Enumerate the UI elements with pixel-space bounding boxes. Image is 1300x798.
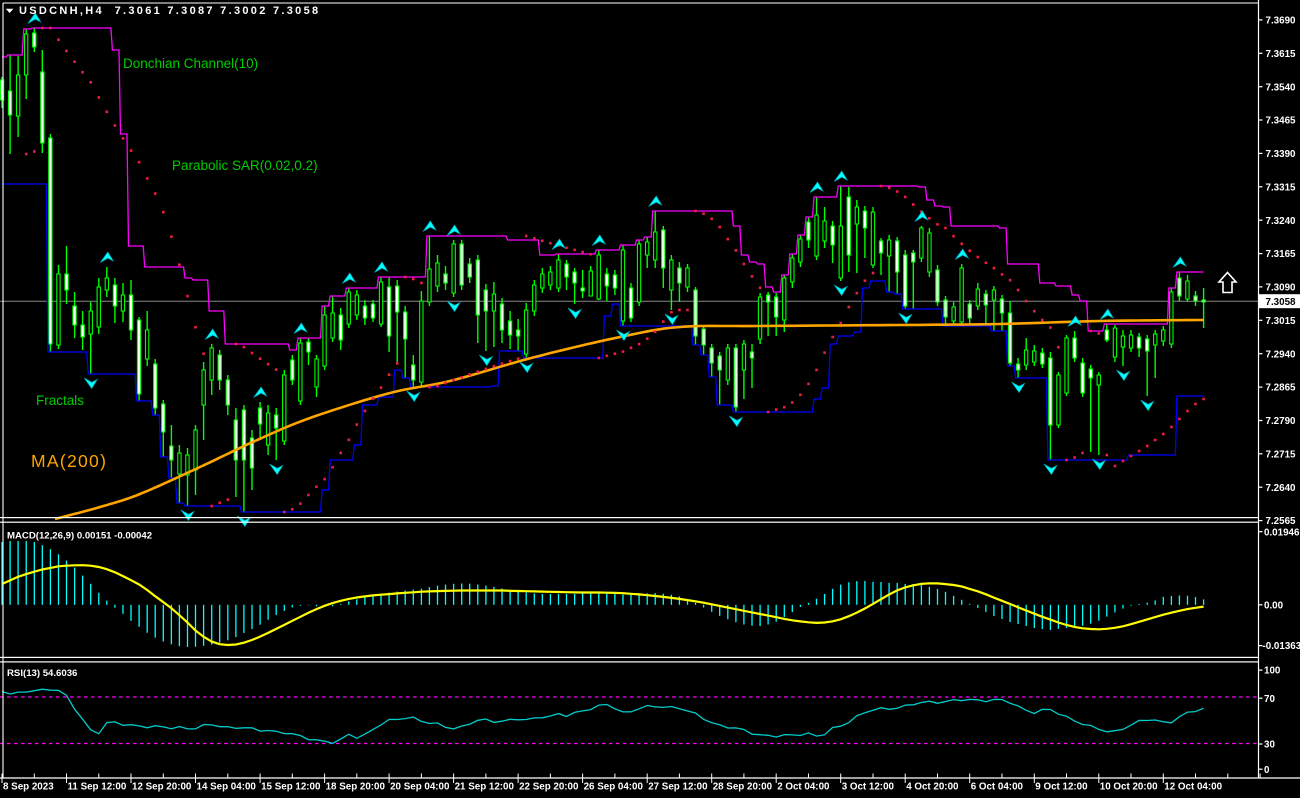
svg-text:7.3690: 7.3690 bbox=[1266, 16, 1297, 27]
svg-text:7.3465: 7.3465 bbox=[1266, 116, 1297, 127]
svg-text:Parabolic SAR(0.02,0.2): Parabolic SAR(0.02,0.2) bbox=[172, 158, 318, 173]
svg-text:28 Sep 20:00: 28 Sep 20:00 bbox=[713, 782, 773, 793]
svg-text:22 Sep 20:00: 22 Sep 20:00 bbox=[519, 782, 579, 793]
svg-text:Donchian Channel(10): Donchian Channel(10) bbox=[123, 56, 258, 71]
svg-text:12 Sep 20:00: 12 Sep 20:00 bbox=[132, 782, 192, 793]
svg-text:20 Sep 04:00: 20 Sep 04:00 bbox=[390, 782, 450, 793]
svg-text:7.2565: 7.2565 bbox=[1266, 516, 1297, 527]
svg-text:USDCNH,H4 7.3061 7.3087 7.300: USDCNH,H4 7.3061 7.3087 7.3002 7.3058 bbox=[19, 5, 320, 17]
svg-text:7.3615: 7.3615 bbox=[1266, 49, 1297, 60]
svg-text:7.3315: 7.3315 bbox=[1266, 182, 1297, 193]
svg-text:11 Sep 12:00: 11 Sep 12:00 bbox=[68, 782, 127, 793]
svg-text:9 Oct 12:00: 9 Oct 12:00 bbox=[1035, 782, 1088, 793]
svg-text:7.2640: 7.2640 bbox=[1266, 483, 1297, 494]
svg-text:18 Sep 20:00: 18 Sep 20:00 bbox=[326, 782, 386, 793]
svg-text:MA(200): MA(200) bbox=[31, 451, 107, 471]
svg-text:7.3240: 7.3240 bbox=[1266, 216, 1297, 227]
svg-text:2 Oct 04:00: 2 Oct 04:00 bbox=[777, 782, 830, 793]
svg-text:7.2715: 7.2715 bbox=[1266, 449, 1297, 460]
svg-text:8 Sep 2023: 8 Sep 2023 bbox=[3, 782, 54, 793]
svg-text:10 Oct 20:00: 10 Oct 20:00 bbox=[1100, 782, 1158, 793]
svg-text:7.2865: 7.2865 bbox=[1266, 383, 1297, 394]
svg-text:0.00: 0.00 bbox=[1264, 600, 1284, 611]
svg-text:4 Oct 20:00: 4 Oct 20:00 bbox=[906, 782, 959, 793]
svg-text:26 Sep 04:00: 26 Sep 04:00 bbox=[584, 782, 644, 793]
svg-text:7.3390: 7.3390 bbox=[1266, 149, 1297, 160]
svg-text:0.01946: 0.01946 bbox=[1264, 527, 1300, 538]
svg-text:RSI(13) 54.6036: RSI(13) 54.6036 bbox=[7, 668, 77, 679]
svg-text:7.3165: 7.3165 bbox=[1266, 249, 1297, 260]
svg-text:7.2940: 7.2940 bbox=[1266, 349, 1297, 360]
svg-text:Fractals: Fractals bbox=[36, 393, 84, 408]
svg-text:7.3090: 7.3090 bbox=[1266, 283, 1297, 294]
svg-text:MACD(12,26,9) 0.00151 -0.00042: MACD(12,26,9) 0.00151 -0.00042 bbox=[7, 531, 152, 542]
svg-text:-0.01363: -0.01363 bbox=[1263, 641, 1300, 652]
svg-text:21 Sep 12:00: 21 Sep 12:00 bbox=[455, 782, 515, 793]
svg-text:6 Oct 04:00: 6 Oct 04:00 bbox=[971, 782, 1024, 793]
svg-text:27 Sep 12:00: 27 Sep 12:00 bbox=[648, 782, 708, 793]
svg-text:7.3058: 7.3058 bbox=[1266, 297, 1297, 308]
svg-text:7.3540: 7.3540 bbox=[1266, 82, 1297, 93]
svg-text:7.3015: 7.3015 bbox=[1266, 316, 1297, 327]
svg-text:0: 0 bbox=[1264, 765, 1270, 776]
svg-text:12 Oct 04:00: 12 Oct 04:00 bbox=[1164, 782, 1222, 793]
svg-text:30: 30 bbox=[1264, 740, 1275, 751]
svg-text:15 Sep 12:00: 15 Sep 12:00 bbox=[261, 782, 321, 793]
svg-text:3 Oct 12:00: 3 Oct 12:00 bbox=[842, 782, 895, 793]
svg-text:14 Sep 04:00: 14 Sep 04:00 bbox=[197, 782, 257, 793]
svg-text:100: 100 bbox=[1264, 666, 1281, 677]
svg-text:70: 70 bbox=[1264, 694, 1275, 705]
svg-text:7.2790: 7.2790 bbox=[1266, 416, 1297, 427]
